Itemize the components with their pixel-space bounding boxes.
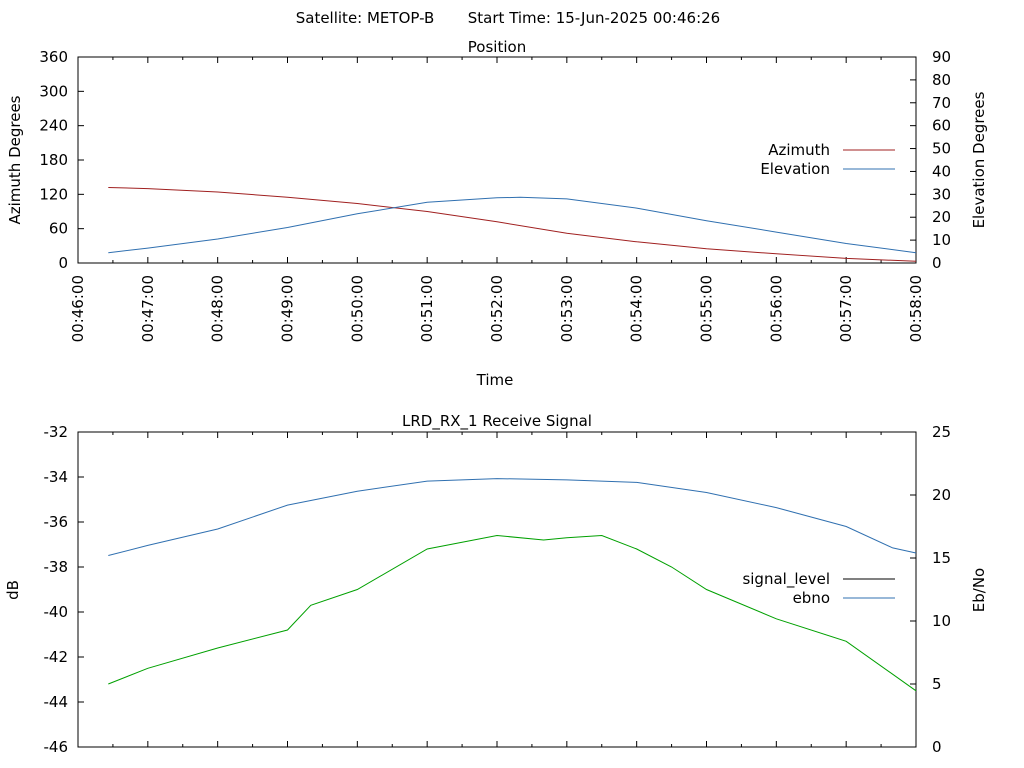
signal-y2tick-label: 15 (932, 549, 951, 567)
ebno-axis-label: Eb/No (970, 568, 988, 612)
signal-y2tick-label: 25 (932, 423, 951, 441)
position-y2tick-label: 80 (932, 71, 951, 89)
position-y2tick-label: 30 (932, 185, 951, 203)
start-time-label: Start Time: 15-Jun-2025 00:46:26 (468, 9, 720, 27)
signal-series-line-signal-level (108, 534, 917, 692)
position-xtick-label: 00:52:00 (488, 275, 506, 342)
signal-plot-frame (77, 431, 917, 748)
position-xtick-label: 00:47:00 (139, 275, 157, 342)
position-y2tick-label: 90 (932, 48, 951, 66)
position-xtick-label: 00:57:00 (837, 275, 855, 342)
signal-y2-ticks: 0 5 10 15 20 25 (910, 423, 951, 756)
signal-legend-label: ebno (793, 589, 830, 607)
position-y2tick-label: 10 (932, 231, 951, 249)
position-y2-ticks: 0 10 20 30 40 50 60 70 80 90 (910, 48, 951, 272)
signal-legend-label: signal_level (742, 570, 830, 589)
signal-ytick-label: -32 (44, 423, 69, 441)
signal-x-ticks (77, 432, 917, 747)
signal-ytick-label: -46 (44, 738, 69, 756)
position-xtick-label: 00:56:00 (767, 275, 785, 342)
position-y2tick-label: 40 (932, 162, 951, 180)
position-xtick-label: 00:51:00 (418, 275, 436, 342)
position-ytick-label: 240 (39, 117, 68, 135)
position-y-ticks: 0 60 120 180 240 300 360 (39, 48, 84, 272)
signal-ytick-label: -40 (44, 603, 69, 621)
position-ytick-label: 180 (39, 151, 68, 169)
time-axis-label: Time (476, 371, 514, 389)
position-legend-label: Elevation (760, 160, 830, 178)
azimuth-axis-label: Azimuth Degrees (6, 95, 24, 224)
position-xtick-label: 00:54:00 (628, 275, 646, 342)
signal-y2tick-label: 20 (932, 486, 951, 504)
position-xtick-label: 00:48:00 (209, 275, 227, 342)
position-ytick-label: 300 (39, 82, 68, 100)
signal-series (108, 478, 917, 692)
position-xtick-label: 00:50:00 (348, 275, 366, 342)
position-y2tick-label: 60 (932, 117, 951, 135)
position-series (108, 187, 917, 262)
position-series-line-azimuth (108, 187, 917, 262)
position-title: Position (468, 38, 526, 56)
position-legend-label: Azimuth (768, 141, 830, 159)
receive-signal-title: LRD_RX_1 Receive Signal (402, 412, 592, 431)
signal-ytick-label: -36 (44, 513, 69, 531)
signal-y2tick-label: 10 (932, 612, 951, 630)
signal-y-ticks: -46 -44 -42 -40 -38 -36 -34 -32 (44, 423, 84, 756)
position-xtick-label: 00:58:00 (907, 275, 925, 342)
satellite-label: Satellite: METOP-B (296, 9, 435, 27)
signal-ytick-label: -34 (44, 468, 69, 486)
position-x-ticks: 00:46:00 00:47:00 00:48:00 00:49:00 00:50:00… (69, 57, 925, 342)
signal-y2tick-label: 0 (932, 738, 942, 756)
signal-ytick-label: -38 (44, 558, 69, 576)
db-axis-label: dB (4, 580, 22, 600)
signal-series-line-ebno (108, 478, 917, 556)
signal-y2tick-label: 5 (932, 675, 942, 693)
position-series-line-elevation (108, 196, 917, 254)
position-y2tick-label: 50 (932, 140, 951, 158)
elevation-axis-label: Elevation Degrees (970, 91, 988, 228)
position-xtick-label: 00:46:00 (69, 275, 87, 342)
position-y2tick-label: 20 (932, 208, 951, 226)
position-xtick-label: 00:49:00 (279, 275, 297, 342)
position-ytick-label: 0 (58, 254, 68, 272)
position-y2tick-label: 70 (932, 94, 951, 112)
signal-ytick-label: -44 (44, 693, 69, 711)
position-ytick-label: 360 (39, 48, 68, 66)
position-xtick-label: 00:53:00 (558, 275, 576, 342)
position-ytick-label: 120 (39, 185, 68, 203)
position-ytick-label: 60 (49, 220, 68, 238)
position-xtick-label: 00:55:00 (698, 275, 716, 342)
signal-ytick-label: -42 (44, 648, 69, 666)
position-y2tick-label: 0 (932, 254, 942, 272)
